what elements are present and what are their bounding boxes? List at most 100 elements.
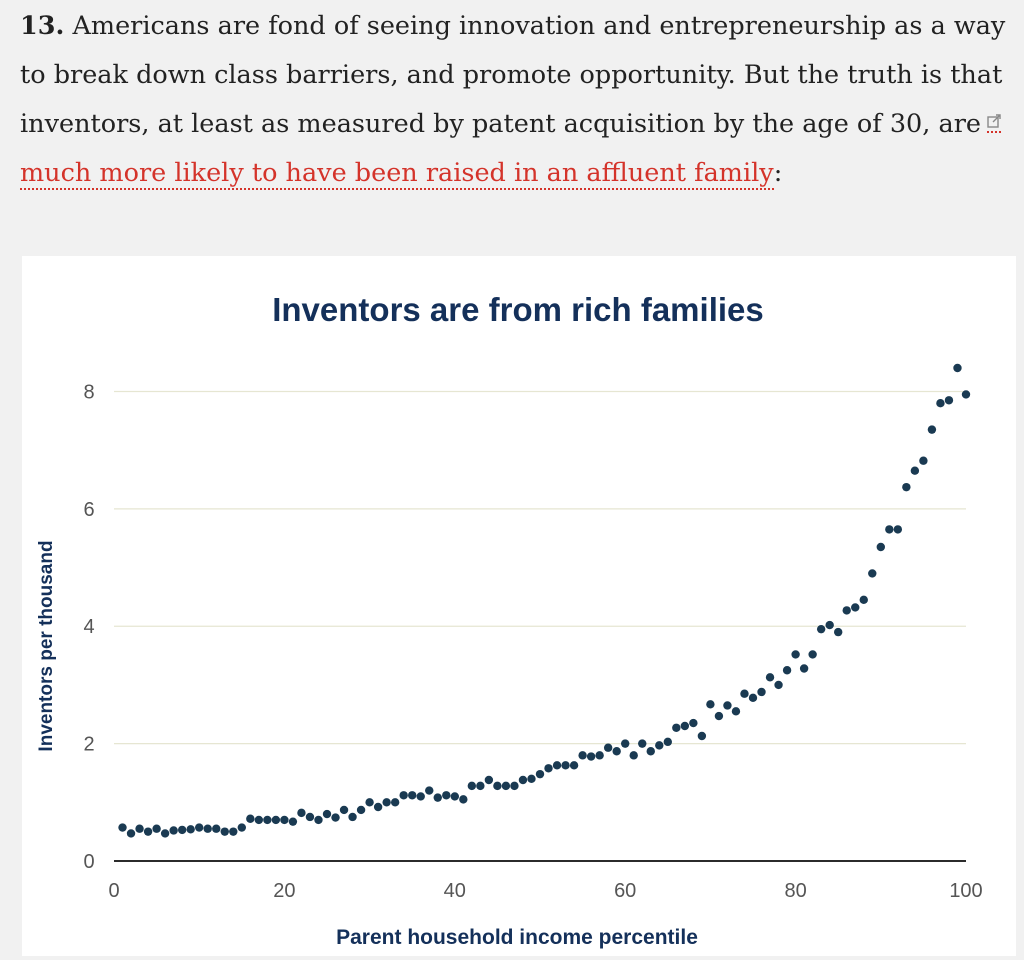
data-point [799, 664, 809, 673]
data-point [851, 603, 860, 612]
data-point [169, 826, 178, 835]
data-point [425, 786, 434, 795]
y-tick-label: 6 [83, 499, 94, 521]
x-tick-label: 40 [444, 880, 466, 902]
data-point [723, 701, 732, 710]
data-point [254, 815, 264, 825]
data-point [160, 829, 170, 838]
data-point [297, 808, 306, 818]
data-point [331, 813, 340, 822]
data-point [774, 680, 783, 690]
data-point [927, 425, 937, 434]
data-point [808, 650, 817, 659]
data-point [408, 791, 417, 800]
data-point [280, 815, 289, 825]
data-point [885, 525, 894, 534]
data-point [518, 775, 528, 785]
data-point [893, 525, 903, 534]
data-point [246, 814, 255, 823]
x-axis-label: Parent household income percentile [336, 926, 698, 949]
data-point [339, 805, 349, 815]
data-point [910, 466, 920, 475]
data-point [586, 752, 596, 761]
affluent-family-link[interactable]: much more likely to have been raised in … [20, 158, 774, 190]
data-point [501, 781, 511, 791]
data-point [476, 781, 485, 791]
data-point [459, 795, 468, 804]
data-point [271, 815, 281, 825]
data-point [322, 809, 332, 819]
data-point [493, 781, 502, 791]
data-point [603, 743, 613, 752]
data-point [416, 792, 425, 801]
data-point [953, 363, 962, 373]
data-point [544, 764, 553, 773]
data-point [382, 798, 391, 807]
data-point [791, 650, 800, 659]
data-point [638, 739, 647, 748]
data-point [220, 827, 229, 836]
data-point [706, 700, 715, 709]
data-point [263, 815, 272, 825]
data-point [680, 721, 690, 731]
data-point [816, 624, 826, 634]
data-point [646, 747, 655, 756]
x-tick-label: 60 [614, 880, 636, 902]
x-tick-label: 100 [949, 880, 982, 902]
data-point [305, 812, 315, 822]
data-point [740, 689, 749, 698]
data-point [748, 693, 758, 703]
article-paragraph: 13. Americans are fond of seeing innovat… [20, 2, 1010, 198]
data-point [314, 815, 323, 825]
data-point [135, 824, 144, 833]
data-point [186, 825, 195, 834]
x-tick-label: 0 [108, 880, 119, 902]
data-point [629, 751, 638, 760]
data-point [212, 824, 221, 833]
data-point [765, 673, 775, 682]
data-point [126, 829, 136, 838]
data-point [527, 774, 536, 784]
data-point [578, 751, 587, 760]
data-point [433, 793, 442, 802]
external-link-icon[interactable] [986, 114, 1001, 133]
data-point [195, 823, 204, 832]
data-point [961, 390, 971, 399]
data-point [552, 761, 562, 770]
data-point [612, 747, 621, 756]
data-point [842, 606, 851, 615]
x-tick-label: 20 [273, 880, 295, 902]
data-point [288, 817, 298, 826]
y-tick-label: 4 [83, 616, 94, 638]
data-point [868, 569, 877, 578]
data-point [663, 737, 672, 747]
data-point [731, 707, 741, 716]
data-point [672, 723, 681, 732]
data-point [390, 798, 400, 807]
item-number: 13. [20, 11, 65, 41]
data-point [689, 718, 698, 728]
data-point [944, 396, 954, 405]
data-point [450, 792, 459, 801]
data-point [237, 823, 246, 832]
data-point [399, 791, 408, 800]
data-point [757, 687, 766, 697]
x-tick-label: 80 [784, 880, 806, 902]
y-tick-label: 2 [83, 734, 94, 756]
data-point [782, 666, 792, 675]
data-point [569, 761, 579, 770]
data-point [365, 798, 374, 807]
data-point [373, 802, 383, 812]
data-point [936, 399, 945, 408]
data-point [621, 739, 630, 748]
data-point [655, 741, 664, 750]
data-point [510, 781, 519, 791]
data-point [561, 761, 570, 770]
data-point [859, 595, 868, 605]
data-point [535, 769, 545, 779]
data-point [825, 620, 834, 630]
data-points [118, 363, 971, 838]
y-tick-label: 8 [83, 381, 94, 403]
